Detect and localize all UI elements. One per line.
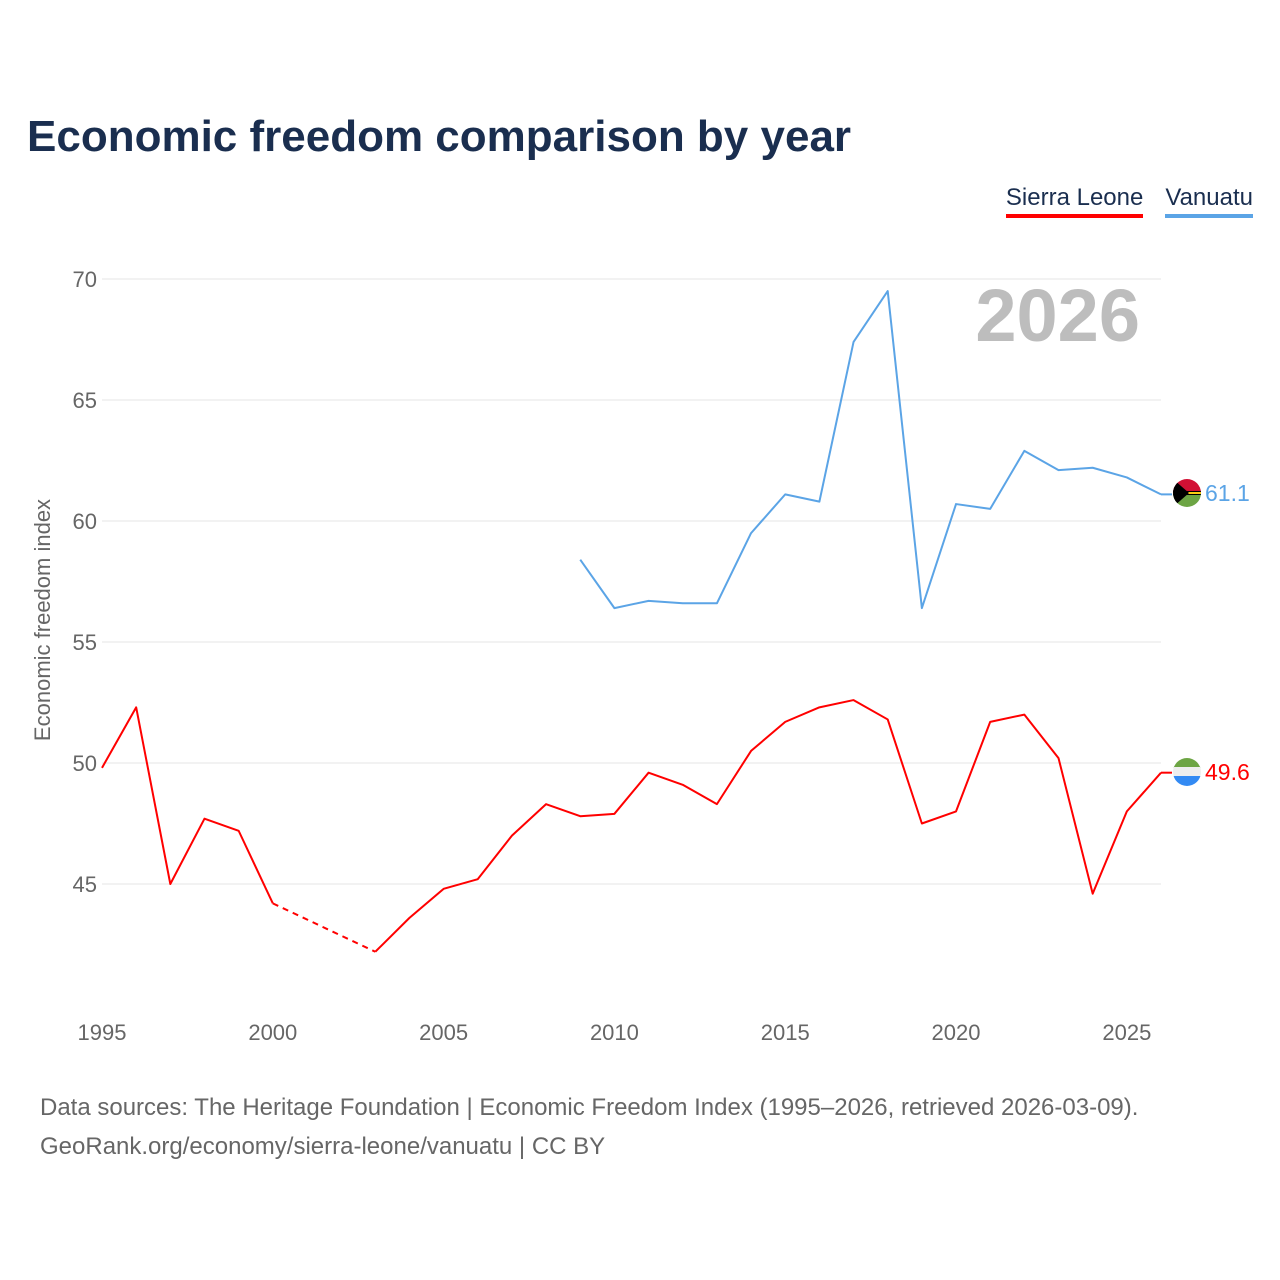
x-tick-label: 2025	[1102, 1020, 1151, 1045]
legend-vanuatu[interactable]: Vanuatu	[1165, 184, 1253, 218]
vanuatu-end-label: 61.1	[1205, 480, 1250, 506]
x-tick-label: 2015	[761, 1020, 810, 1045]
x-tick-label: 2005	[419, 1020, 468, 1045]
y-tick-label: 70	[73, 267, 97, 292]
y-tick-label: 60	[73, 509, 97, 534]
vanuatu-flag-icon	[1173, 479, 1201, 507]
legend-sierra-leone[interactable]: Sierra Leone	[1005, 184, 1144, 218]
sierra-leone-line	[101, 706, 274, 904]
page-title: Economic freedom comparison by year	[27, 112, 852, 161]
sierra-leone-flag-icon	[1173, 758, 1201, 786]
sierra-leone-line	[374, 699, 1162, 953]
x-tick-label: 1995	[78, 1020, 127, 1045]
x-tick-label: 2000	[248, 1020, 297, 1045]
y-tick-label: 55	[73, 630, 97, 655]
source-note: Data sources: The Heritage Foundation | …	[40, 1088, 1138, 1166]
y-tick-label: 65	[73, 388, 97, 413]
y-axis-label: Economic freedom index	[30, 499, 55, 741]
x-tick-label: 2010	[590, 1020, 639, 1045]
vanuatu-line	[579, 290, 1162, 610]
legend: Sierra Leone Vanuatu	[1005, 184, 1253, 218]
x-tick-label: 2020	[932, 1020, 981, 1045]
sierra-leone-end-label: 49.6	[1205, 759, 1250, 785]
source-link[interactable]: GeoRank.org/economy/sierra-leone/vanuatu…	[40, 1133, 606, 1160]
sierra-leone-gap-line	[272, 902, 376, 953]
source-line-1: Data sources: The Heritage Foundation | …	[40, 1094, 1139, 1121]
watermark-year: 2026	[975, 274, 1140, 357]
y-tick-label: 45	[73, 872, 97, 897]
y-tick-label: 50	[73, 751, 97, 776]
